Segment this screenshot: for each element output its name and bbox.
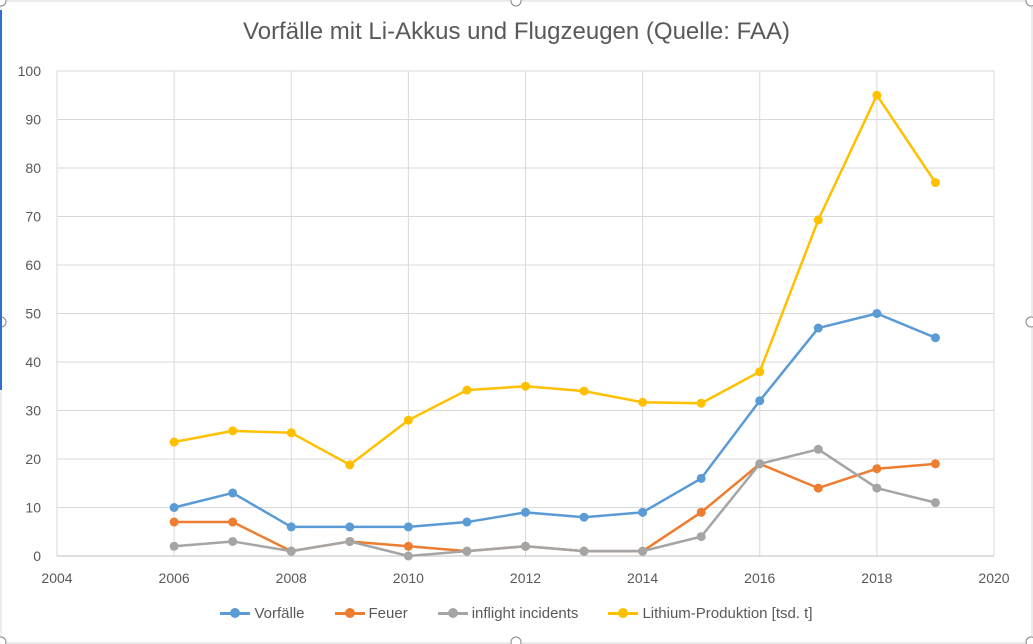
data-point xyxy=(169,541,179,551)
legend-item: Lithium-Produktion [tsd. t] xyxy=(608,605,813,622)
data-point xyxy=(521,541,530,551)
series-line-2 xyxy=(174,448,936,558)
data-point xyxy=(579,546,589,556)
y-tick-label: 60 xyxy=(25,257,41,273)
x-tick-label: 2018 xyxy=(861,570,892,586)
data-point xyxy=(930,498,940,508)
data-point xyxy=(345,522,355,532)
data-point xyxy=(403,551,413,561)
data-point xyxy=(169,437,179,447)
selection-handle xyxy=(0,0,7,7)
series-line-3 xyxy=(173,94,937,467)
data-point xyxy=(228,517,238,527)
data-point xyxy=(462,546,472,556)
data-point xyxy=(872,90,882,100)
data-point xyxy=(169,503,179,512)
data-point xyxy=(872,464,882,474)
selection-handle xyxy=(1025,0,1033,7)
data-point xyxy=(638,507,648,517)
legend-item: inflight incidents xyxy=(437,605,579,622)
y-tick-label: 90 xyxy=(25,112,41,128)
data-point xyxy=(462,517,472,527)
legend-swatch xyxy=(220,608,251,618)
data-point xyxy=(696,507,706,517)
x-tick-label: 2008 xyxy=(276,570,307,586)
data-point xyxy=(169,517,179,527)
data-point xyxy=(345,536,355,546)
y-tick-label: 80 xyxy=(25,160,41,176)
data-point xyxy=(286,428,296,438)
series-line-0 xyxy=(173,312,936,529)
x-tick-label: 2020 xyxy=(978,570,1009,586)
y-tick-label: 50 xyxy=(25,306,41,322)
data-point xyxy=(403,541,413,551)
data-point xyxy=(638,546,648,556)
x-tick-label: 2014 xyxy=(627,570,658,586)
x-tick-label: 2010 xyxy=(393,570,424,586)
data-point xyxy=(755,459,765,469)
chart-title: Vorfälle mit Li-Akkus und Flugzeugen (Qu… xyxy=(243,18,790,45)
data-point xyxy=(521,507,530,517)
data-point xyxy=(813,444,823,454)
y-tick-label: 0 xyxy=(33,548,41,564)
data-point xyxy=(403,522,413,532)
data-point xyxy=(696,473,706,483)
data-point xyxy=(286,522,296,532)
data-point xyxy=(696,532,706,542)
data-point xyxy=(872,309,882,318)
legend-label: Vorfälle xyxy=(254,605,305,622)
y-tick-label: 40 xyxy=(25,354,41,370)
data-point xyxy=(403,415,413,425)
y-tick-label: 100 xyxy=(18,63,42,79)
data-point xyxy=(228,488,238,498)
data-point xyxy=(696,398,706,408)
legend-swatch xyxy=(334,608,365,618)
legend-swatch xyxy=(437,608,468,618)
selection-handle xyxy=(510,0,522,7)
legend-item: Feuer xyxy=(334,605,408,622)
data-point xyxy=(521,381,530,391)
x-tick-label: 2004 xyxy=(41,570,72,586)
legend-label: Feuer xyxy=(368,605,408,622)
data-point xyxy=(579,386,589,396)
legend-label: Lithium-Produktion [tsd. t] xyxy=(642,605,813,622)
data-point xyxy=(228,426,238,436)
data-point xyxy=(755,396,765,406)
selection-handle xyxy=(1025,316,1033,328)
data-point xyxy=(813,215,823,225)
data-point xyxy=(930,178,940,188)
selection-handle xyxy=(510,636,522,644)
y-tick-label: 70 xyxy=(25,209,41,225)
data-point xyxy=(872,483,882,493)
x-tick-label: 2016 xyxy=(744,570,775,586)
data-point xyxy=(638,397,648,407)
data-point xyxy=(930,333,940,343)
x-tick-label: 2012 xyxy=(510,570,541,586)
data-point xyxy=(345,460,355,470)
y-tick-label: 30 xyxy=(25,403,41,419)
data-point xyxy=(813,483,823,493)
data-point xyxy=(930,459,940,469)
data-point xyxy=(579,512,589,522)
data-point xyxy=(228,536,238,546)
data-point xyxy=(462,385,472,395)
data-point xyxy=(286,546,296,556)
data-point xyxy=(813,323,823,333)
legend: Vorfälle Feuer inflight incidents Lithium-P… xyxy=(0,605,1033,622)
y-tick-label: 10 xyxy=(25,500,41,516)
legend-item: Vorfälle xyxy=(220,605,305,622)
data-point xyxy=(755,367,765,377)
x-tick-label: 2006 xyxy=(159,570,190,586)
selection-handle xyxy=(1025,636,1033,644)
y-tick-label: 20 xyxy=(25,451,41,467)
legend-label: inflight incidents xyxy=(471,605,579,622)
selection-handle xyxy=(0,636,7,644)
legend-swatch xyxy=(608,608,639,618)
